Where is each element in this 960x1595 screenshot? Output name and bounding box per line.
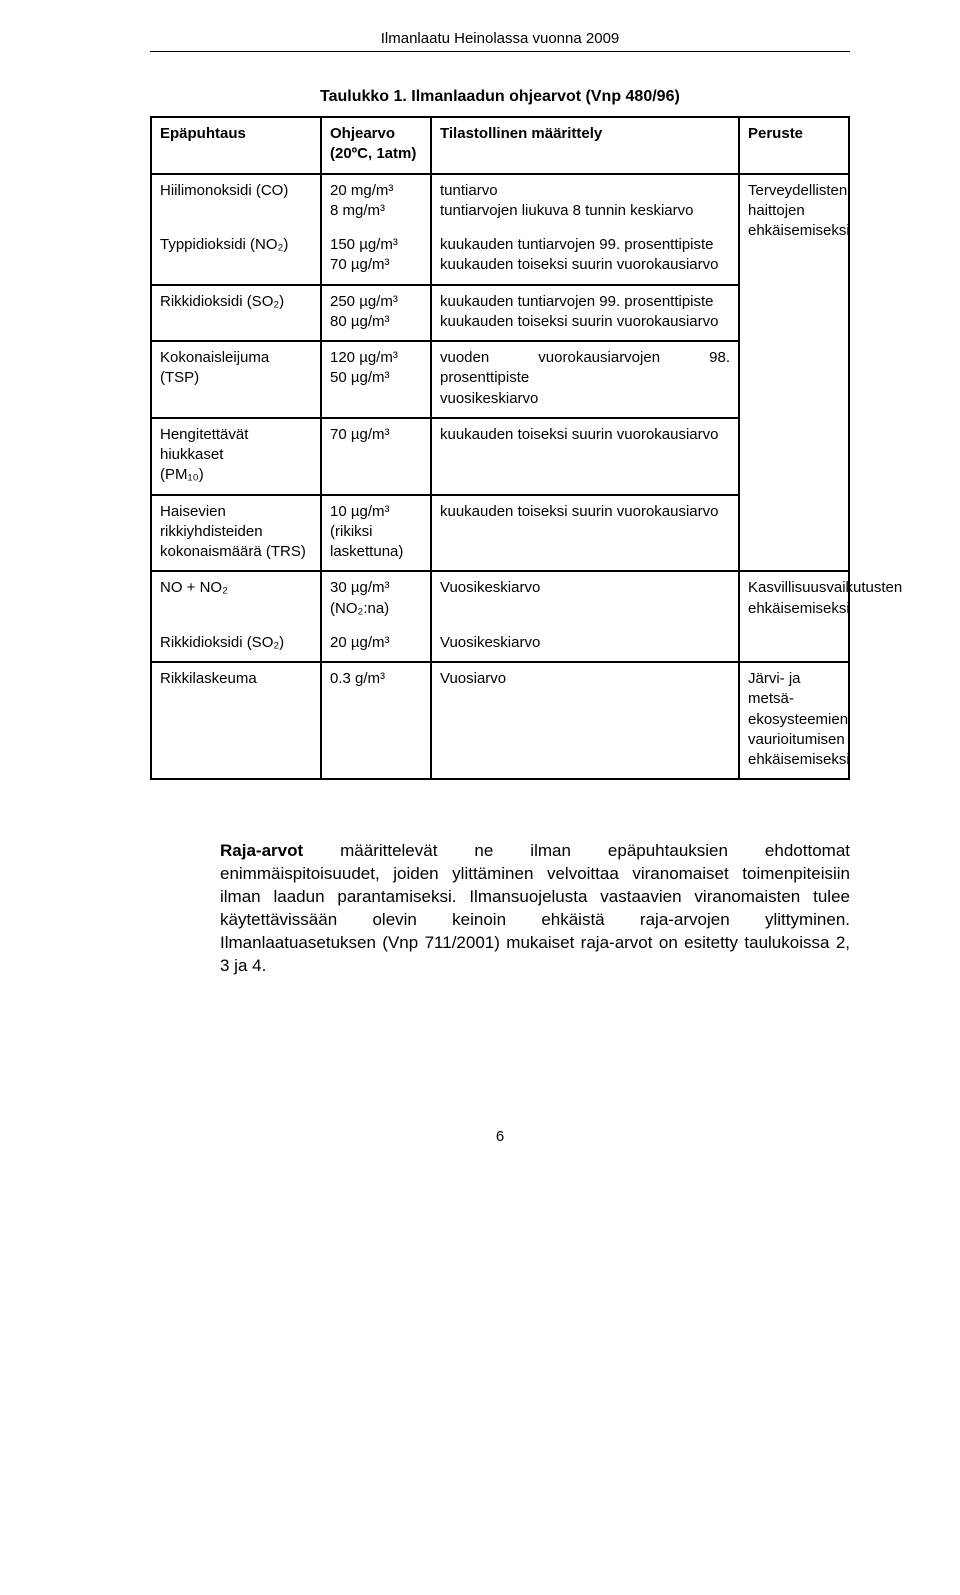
cell: tuntiarvo tuntiarvojen liukuva 8 tunnin … [431, 174, 739, 230]
table-row: Hiilimonoksidi (CO) 20 mg/m³ 8 mg/m³ tun… [151, 174, 849, 230]
cell: Rikkidioksidi (SO₂) [151, 627, 321, 662]
value: 10 µg/m³ [330, 503, 390, 520]
value: 50 µg/m³ [330, 369, 390, 386]
cell: NO + NO₂ [151, 571, 321, 627]
table-row: Epäpuhtaus Ohjearvo (20ºC, 1atm) Tilasto… [151, 117, 849, 174]
col-header: Tilastollinen määrittely [431, 117, 739, 174]
cell: Hengitettävät hiukkaset (PM₁₀) [151, 418, 321, 495]
cell: 0.3 g/m³ [321, 662, 431, 779]
value: kuukauden toiseksi suurin vuorokausiarvo [440, 313, 719, 330]
cell: Vuosikeskiarvo [431, 571, 739, 627]
table-caption: Taulukko 1. Ilmanlaadun ohjearvot (Vnp 4… [320, 88, 850, 106]
cell: 120 µg/m³ 50 µg/m³ [321, 341, 431, 418]
cell: 30 µg/m³ (NO₂:na) [321, 571, 431, 627]
value: kuukauden tuntiarvojen 99. prosenttipist… [440, 236, 714, 253]
value: vuoden vuorokausiarvojen 98. prosenttipi… [440, 348, 730, 389]
cell: Typpidioksidi (NO₂) [151, 229, 321, 285]
cell: Rikkilaskeuma [151, 662, 321, 779]
table-row: Rikkilaskeuma 0.3 g/m³ Vuosiarvo Järvi- … [151, 662, 849, 779]
value: vuosikeskiarvo [440, 390, 538, 407]
value: tuntiarvo [440, 182, 498, 199]
cell: Terveydellisten haittojen ehkäisemiseksi [739, 174, 849, 572]
cell: 70 µg/m³ [321, 418, 431, 495]
value: kuukauden toiseksi suurin vuorokausiarvo [440, 256, 719, 273]
cell: vuoden vuorokausiarvojen 98. prosenttipi… [431, 341, 739, 418]
value: rikkiyhdisteiden kokonaismäärä (TRS) [160, 523, 306, 560]
col-header: Ohjearvo (20ºC, 1atm) [321, 117, 431, 174]
value: Hengitettävät hiukkaset [160, 425, 312, 466]
cell: Hiilimonoksidi (CO) [151, 174, 321, 230]
value: (rikiksi laskettuna) [330, 523, 403, 560]
body-text-content: määrittelevät ne ilman epäpuhtauksien eh… [220, 841, 850, 975]
value: Haisevien [160, 503, 226, 520]
value: 120 µg/m³ [330, 349, 398, 366]
cell: Vuosiarvo [431, 662, 739, 779]
cell: Kokonaisleijuma (TSP) [151, 341, 321, 418]
cell: kuukauden tuntiarvojen 99. prosenttipist… [431, 285, 739, 342]
cell: Vuosikeskiarvo [431, 627, 739, 662]
cell: 20 µg/m³ [321, 627, 431, 662]
page-header: Ilmanlaatu Heinolassa vuonna 2009 [150, 30, 850, 47]
value: 250 µg/m³ [330, 293, 398, 310]
value: 80 µg/m³ [330, 313, 390, 330]
value: 150 µg/m³ [330, 236, 398, 253]
value: (NO₂:na) [330, 600, 389, 617]
cell: 20 mg/m³ 8 mg/m³ [321, 174, 431, 230]
body-paragraph: Raja-arvot määrittelevät ne ilman epäpuh… [220, 840, 850, 978]
header-rule [150, 51, 850, 52]
page-number: 6 [150, 1128, 850, 1145]
value: kuukauden tuntiarvojen 99. prosenttipist… [440, 293, 714, 310]
data-table: Epäpuhtaus Ohjearvo (20ºC, 1atm) Tilasto… [150, 116, 850, 780]
value: tuntiarvojen liukuva 8 tunnin keskiarvo [440, 202, 693, 219]
value: 8 mg/m³ [330, 202, 385, 219]
col-header: Epäpuhtaus [151, 117, 321, 174]
table-row: NO + NO₂ 30 µg/m³ (NO₂:na) Vuosikeskiarv… [151, 571, 849, 627]
value: 20 mg/m³ [330, 182, 393, 199]
cell: Järvi- ja metsä-ekosysteemien vaurioitum… [739, 662, 849, 779]
value: (PM₁₀) [160, 466, 204, 483]
cell: kuukauden tuntiarvojen 99. prosenttipist… [431, 229, 739, 285]
lead-word: Raja-arvot [220, 841, 303, 860]
cell: Kasvillisuusvaikutusten ehkäisemiseksi [739, 571, 849, 662]
cell: 10 µg/m³ (rikiksi laskettuna) [321, 495, 431, 572]
cell: Rikkidioksidi (SO₂) [151, 285, 321, 342]
col-header: Peruste [739, 117, 849, 174]
cell: Haisevien rikkiyhdisteiden kokonaismäärä… [151, 495, 321, 572]
cell: 150 µg/m³ 70 µg/m³ [321, 229, 431, 285]
value: 70 µg/m³ [330, 256, 390, 273]
cell: kuukauden toiseksi suurin vuorokausiarvo [431, 418, 739, 495]
cell: 250 µg/m³ 80 µg/m³ [321, 285, 431, 342]
value: 30 µg/m³ [330, 579, 390, 596]
cell: kuukauden toiseksi suurin vuorokausiarvo [431, 495, 739, 572]
